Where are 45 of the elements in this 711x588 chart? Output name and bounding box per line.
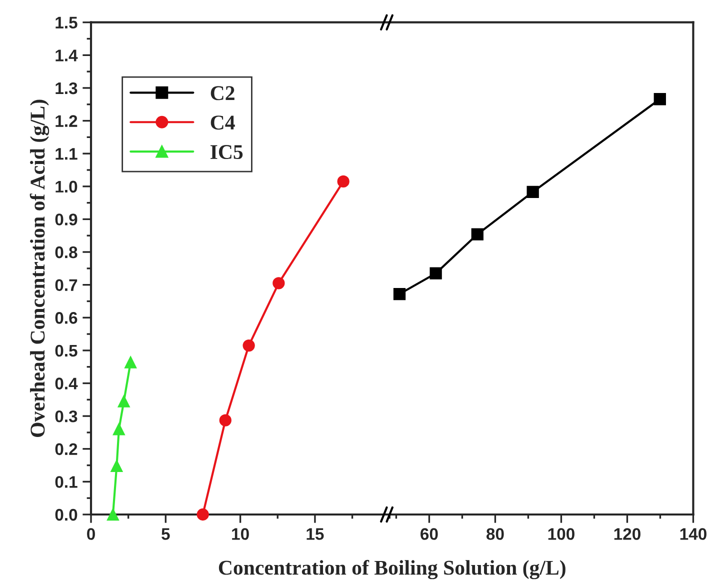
x-tick-label: 100 bbox=[548, 528, 574, 540]
y-tick-label: 0.5 bbox=[55, 344, 78, 357]
y-tick-label: 0.1 bbox=[55, 476, 78, 488]
legend-label: C2 bbox=[210, 86, 234, 100]
y-tick-label: 0.0 bbox=[55, 508, 78, 521]
point bbox=[112, 423, 126, 436]
point bbox=[471, 228, 484, 240]
y-tick-label: 1.1 bbox=[56, 148, 78, 160]
y-tick-label: 0.4 bbox=[55, 378, 78, 390]
x-tick-label: 80 bbox=[486, 528, 504, 540]
x-tick-label: 60 bbox=[420, 528, 438, 540]
x-tick-label: 120 bbox=[614, 528, 640, 540]
point bbox=[393, 288, 406, 300]
x-tick-label: 140 bbox=[680, 528, 706, 540]
point bbox=[430, 267, 442, 280]
y-tick-label: 1.5 bbox=[56, 16, 78, 29]
legend-label: IC5 bbox=[210, 145, 243, 160]
y-tick-label: 0.3 bbox=[55, 410, 78, 422]
point bbox=[110, 460, 123, 472]
y-tick-label: 1.4 bbox=[56, 50, 78, 62]
y-tick-label: 0.6 bbox=[55, 312, 78, 324]
point bbox=[337, 175, 350, 188]
x-tick-label: 10 bbox=[232, 528, 249, 540]
legend-label: C4 bbox=[210, 116, 235, 130]
point bbox=[526, 186, 539, 198]
point bbox=[196, 508, 209, 521]
point bbox=[106, 508, 120, 521]
point bbox=[242, 339, 255, 352]
point bbox=[124, 356, 137, 368]
y-tick-label: 1.2 bbox=[56, 115, 78, 127]
y-tick-label: 0.2 bbox=[55, 443, 78, 456]
y-tick-label: 0.9 bbox=[55, 214, 78, 226]
point bbox=[272, 277, 285, 290]
x-tick-label: 0 bbox=[87, 528, 95, 540]
x-tick-label: 5 bbox=[162, 528, 170, 540]
x-tick-label: 15 bbox=[306, 528, 324, 540]
y-tick-label: 0.8 bbox=[55, 246, 78, 258]
point bbox=[118, 395, 130, 408]
y-axis-title: Overhead Concentration of Acid (g/L) bbox=[30, 100, 50, 437]
y-tick-label: 0.7 bbox=[55, 279, 78, 292]
point bbox=[654, 93, 666, 106]
y-tick-label: 1.0 bbox=[56, 180, 78, 193]
x-axis-title: Concentration of Boiling Solution (g/L) bbox=[218, 560, 566, 580]
y-tick-label: 1.3 bbox=[56, 82, 78, 94]
point bbox=[219, 414, 232, 426]
